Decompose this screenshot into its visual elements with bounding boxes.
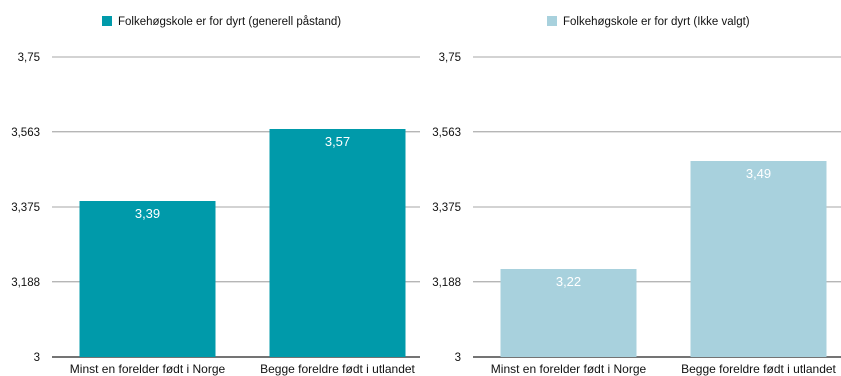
y-tick-label-2-3: 3,563 [432, 127, 461, 139]
y-tick-label-1-0: 3 [34, 352, 40, 364]
legend-swatch-2 [547, 16, 557, 26]
category-label-1-2: Begge foreldre født i utlandet [260, 362, 415, 376]
bar-1-1 [79, 201, 216, 357]
bar-2-1 [500, 269, 637, 357]
category-label-2-2: Begge foreldre født i utlandet [681, 362, 836, 376]
data-label-1-2: 3,57 [325, 134, 350, 149]
legend-label-1: Folkehøgskole er for dyrt (generell påst… [118, 16, 341, 28]
bar-1-2 [269, 129, 406, 357]
category-label-1-1: Minst en forelder født i Norge [70, 362, 226, 376]
data-label-2-1: 3,22 [556, 274, 581, 289]
y-tick-label-1-2: 3,375 [11, 202, 40, 214]
y-tick-label-2-4: 3,75 [439, 52, 461, 64]
y-tick-label-2-1: 3,188 [432, 277, 461, 289]
bar-2-2 [690, 161, 827, 357]
y-tick-label-1-3: 3,563 [11, 127, 40, 139]
legend-label-2: Folkehøgskole er for dyrt (Ikke valgt) [563, 16, 750, 28]
y-tick-label-1-1: 3,188 [11, 277, 40, 289]
category-label-2-1: Minst en forelder født i Norge [491, 362, 647, 376]
y-tick-label-1-4: 3,75 [18, 52, 40, 64]
legend-swatch-1 [102, 16, 112, 26]
y-tick-label-2-2: 3,375 [432, 202, 461, 214]
data-label-2-2: 3,49 [746, 166, 771, 181]
y-tick-label-2-0: 3 [455, 352, 461, 364]
data-label-1-1: 3,39 [135, 206, 160, 221]
